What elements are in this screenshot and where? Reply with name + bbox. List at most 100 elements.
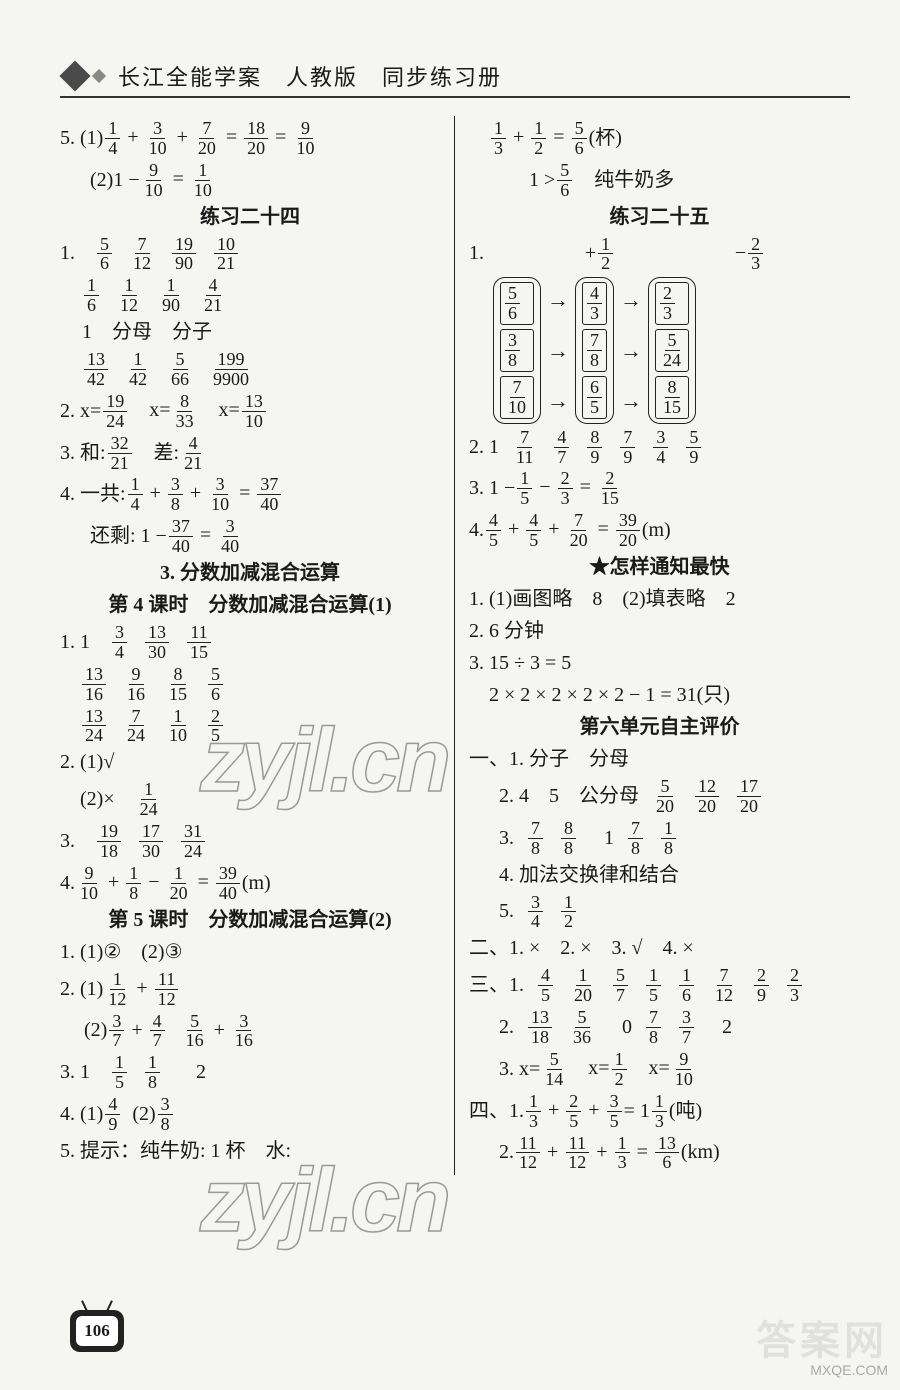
heading-25: 练习二十五 (469, 203, 850, 232)
row: 16112190421 (60, 276, 440, 315)
row: 2. 1112 + 1112 + 13 = 136 (km) (469, 1134, 850, 1173)
label: (2)× (80, 785, 135, 814)
arrow-icon: → (547, 390, 569, 412)
frac-list: 7818 (626, 819, 692, 858)
label: 2. 4 5 公分母 (499, 782, 639, 811)
diamond-icon (59, 60, 90, 91)
frac-list: 191817303124 (95, 822, 221, 861)
frac-list: 132472411025 (80, 707, 239, 746)
arrow-icon: → (620, 289, 642, 311)
label: (2) (84, 1016, 107, 1045)
arrow-icon: → (547, 340, 569, 362)
label: 差: (134, 439, 180, 468)
label: 1. (469, 239, 493, 268)
unit: (m) (242, 869, 271, 898)
fraction: 56 (555, 161, 574, 200)
row: 1 > 56 纯牛奶多 (469, 161, 850, 200)
frac-list: 7888 (526, 819, 592, 858)
row: 1. (1)画图略 8 (2)填表略 2 (469, 585, 850, 614)
label: 3. 1 − (469, 474, 515, 503)
frac-list: 13421425661999900 (82, 350, 268, 389)
q2-1: 2. (1)√ (60, 748, 440, 777)
label: 3. (60, 827, 75, 856)
label: 4. 一共: (60, 480, 126, 509)
q2-2: (2) 37 + 47 516 + 316 (60, 1012, 440, 1051)
left-column: 5. (1) 14 + 310 + 720 = 1820 = 910 (2)1 … (60, 116, 455, 1175)
q4b: 还剩: 1 − 3740 = 340 (60, 517, 440, 556)
page-number-badge: 106 (70, 1310, 124, 1352)
q1: 1. 1 3413301115 (60, 623, 440, 662)
label: 3. 1 (60, 1058, 90, 1087)
unit: (m) (642, 516, 671, 545)
unit: (km) (681, 1138, 720, 1167)
label: 还剩: 1 − (90, 522, 167, 551)
heading-24: 练习二十四 (60, 203, 440, 232)
q4: 4. 45 + 45 + 720 = 3920 (m) (469, 511, 850, 550)
label: 2. x= (60, 397, 101, 426)
row: 3. 7888 1 7818 (469, 819, 850, 858)
q3: 3. 191817303124 (60, 822, 440, 861)
arrow-icon: → (620, 340, 642, 362)
diagram-col: 437865 (575, 277, 614, 423)
expression: 910 + 18 − 120 = 3940 (75, 864, 242, 903)
label: 3. 和: (60, 439, 106, 468)
row: 13421425661999900 (60, 350, 440, 389)
frac-list: 3413301115 (110, 623, 227, 662)
label: (2) (132, 1100, 155, 1129)
expression: 13 + 25 + 35 (524, 1092, 624, 1131)
label: 1. 1 (60, 628, 90, 657)
row: 3. 15 ÷ 3 = 5 (469, 649, 850, 678)
wm-line1: 答案网 (756, 1319, 888, 1363)
heading-3: 3. 分数加减混合运算 (60, 559, 440, 588)
fraction: 13 (650, 1092, 669, 1131)
expression: 37 + 47 (107, 1012, 166, 1051)
row: 2. 6 分钟 (469, 617, 850, 646)
expression: 3740 = 340 (167, 517, 244, 556)
q2: 2. x= 1924 x=833 x=1310 (60, 392, 440, 431)
row: 5. 3412 (469, 893, 850, 932)
label: 1. (60, 239, 75, 268)
row: 一、1. 分子 分母 (469, 745, 850, 774)
row: 2. 4 5 公分母 52012201720 (469, 777, 850, 816)
row: 2. 1318536 0 7837 2 (469, 1008, 850, 1047)
q5-1: 5. (1) 14 + 310 + 720 = 1820 = 910 (60, 119, 440, 158)
frac-list: 451205715167122923 (536, 966, 818, 1005)
value: 1 (604, 824, 614, 853)
q1-row: 1. 5671219901021 (60, 235, 440, 274)
diamond-icon (92, 69, 106, 83)
label: (2)1 − (90, 166, 140, 195)
heading-lesson5: 第 5 课时 分数加减混合运算(2) (60, 906, 440, 935)
expression: 45 + 45 + 720 = 3920 (484, 511, 642, 550)
frac-list: 16112190421 (82, 276, 241, 315)
row: 131691681556 (60, 665, 440, 704)
frac-list: 52012201720 (651, 777, 777, 816)
q3: 3. 1 − 15 − 23 = 215 (469, 469, 850, 508)
label: 2. (1) (60, 975, 103, 1004)
content-columns: 5. (1) 14 + 310 + 720 = 1820 = 910 (2)1 … (60, 116, 850, 1175)
label: 2. (499, 1013, 514, 1042)
row: 13 + 12 = 56 (杯) (469, 119, 850, 158)
row: 三、1. 451205715167122923 (469, 966, 850, 1005)
diagram-col: 5638710 (493, 277, 541, 423)
label: 5. (1) (60, 124, 103, 153)
fraction: 3221 (106, 434, 134, 473)
expression: 1112 + 1112 + 13 = 136 (514, 1134, 681, 1173)
expression: 15 − 23 = 215 (515, 469, 624, 508)
expression: 516 + 316 (181, 1012, 258, 1051)
fraction: 38 (156, 1095, 175, 1134)
page-header: 长江全能学案 人教版 同步练习册 (60, 60, 850, 98)
frac-list: 131691681556 (80, 665, 239, 704)
expression: 910 = 110 (140, 161, 217, 200)
unit: (杯) (589, 124, 622, 153)
label: = 1 (624, 1097, 650, 1126)
row: 1 分母 分子 (60, 318, 440, 347)
label: 2. (499, 1138, 514, 1167)
q3: 3. 1 1518 2 (60, 1053, 440, 1092)
row: 4. 加法交换律和结合 (469, 861, 850, 890)
page-number: 106 (76, 1316, 118, 1346)
row: 二、1. × 2. × 3. √ 4. × (469, 934, 850, 963)
fraction: 124 (135, 780, 163, 819)
header-title: 长江全能学案 人教版 同步练习册 (118, 60, 502, 92)
arrow-col: →→→ (620, 277, 642, 423)
op-label: +12 (585, 235, 615, 274)
